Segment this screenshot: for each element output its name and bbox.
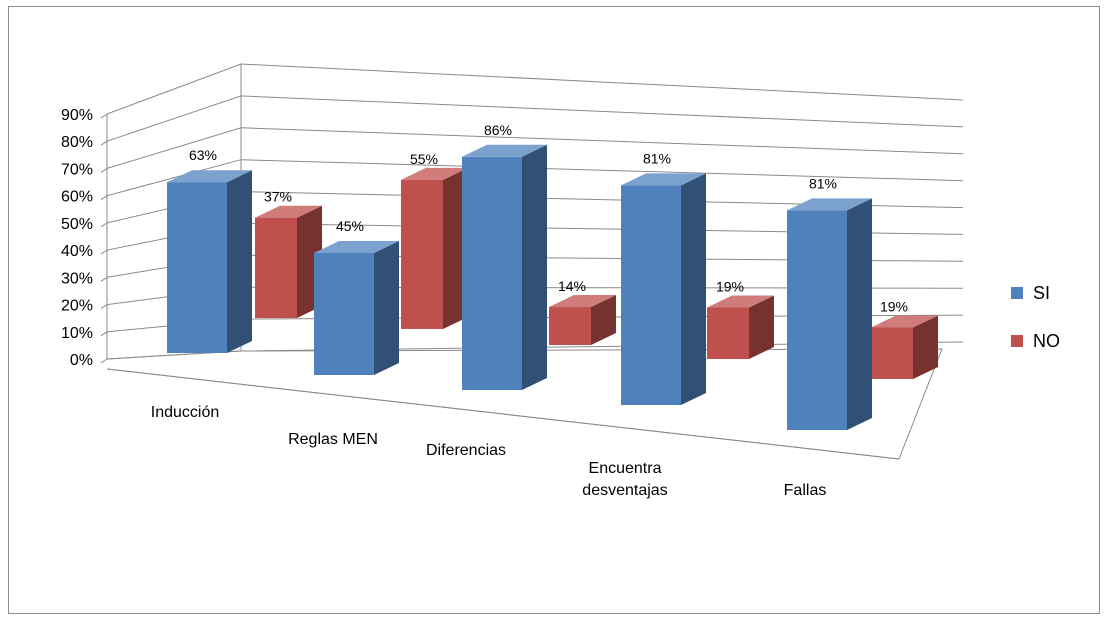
- bar-si-1: [314, 241, 399, 375]
- category-label-4: Fallas: [784, 482, 827, 499]
- data-label-no-0: 37%: [264, 189, 292, 205]
- data-label-no-3: 19%: [716, 278, 744, 294]
- y-tick-label-90: 90%: [61, 107, 93, 124]
- category-label-3-line-1: desventajas: [582, 482, 667, 499]
- bar-si-4-top: [787, 198, 872, 211]
- bar-si-2: [462, 144, 547, 390]
- y-tick-mark-40: [100, 249, 108, 255]
- bar-si-2-front: [462, 156, 522, 390]
- y-tick-label-30: 30%: [61, 270, 93, 287]
- bar-no-1-side: [443, 167, 468, 329]
- gridline-80: [106, 95, 964, 142]
- bar-no-2-top: [549, 295, 616, 307]
- y-tick-mark-70: [100, 168, 108, 173]
- bar-no-1: [401, 167, 468, 329]
- y-tick-label-10: 10%: [61, 325, 93, 342]
- bar-no-4-top: [871, 315, 938, 328]
- y-tick-label-80: 80%: [61, 134, 93, 151]
- bar-no-1-front: [401, 179, 443, 329]
- bar-si-3-front: [621, 185, 681, 405]
- category-label-3: Encuentra desventajas: [582, 460, 667, 499]
- bar-si-0-side: [227, 170, 252, 353]
- bar-no-2-front: [549, 307, 591, 345]
- bar-si-4-front: [787, 210, 847, 430]
- bars-layer: 63% 37% 45% 55% 86% 14% 81% 19% 81% 19%: [167, 122, 938, 430]
- y-tick-mark-50: [100, 222, 108, 228]
- bar-si-3-side: [681, 173, 706, 405]
- y-tick-mark-80: [100, 140, 108, 146]
- bar-si-0-top: [167, 170, 252, 183]
- y-tick-label-70: 70%: [61, 161, 93, 178]
- category-label-4-line-0: Fallas: [784, 482, 827, 499]
- category-label-2: Diferencias: [426, 442, 506, 459]
- category-label-0-line-0: Inducción: [151, 404, 220, 421]
- category-label-1: Reglas MEN: [288, 431, 378, 448]
- category-label-1-line-0: Reglas MEN: [288, 431, 378, 448]
- data-label-si-2: 86%: [484, 122, 512, 138]
- chart-svg: 0% 10% 20% 30% 40% 50% 60% 70% 80% 90% 63% 37% 45% 5…: [61, 63, 1060, 499]
- y-tick-label-60: 60%: [61, 189, 93, 206]
- bar-no-4-front: [871, 327, 913, 379]
- y-tick-mark-90: [100, 113, 108, 119]
- y-tick-label-20: 20%: [61, 298, 93, 315]
- bar-si-4-side: [847, 198, 872, 430]
- data-label-no-4: 19%: [880, 298, 908, 314]
- bar-si-1-top: [314, 241, 399, 253]
- bar-no-1-top: [401, 167, 468, 180]
- bar-no-0-top: [255, 205, 322, 218]
- y-tick-label-40: 40%: [61, 243, 93, 260]
- front-floor-edge: [106, 368, 900, 460]
- bar-no-3-front: [707, 307, 749, 359]
- y-axis-ticks: 0% 10% 20% 30% 40% 50% 60% 70% 80% 90%: [61, 107, 108, 369]
- y-tick-label-50: 50%: [61, 216, 93, 233]
- bar-si-1-side: [374, 241, 399, 375]
- legend: SI NO: [1011, 283, 1060, 351]
- category-label-3-line-0: Encuentra: [589, 460, 662, 477]
- legend-swatch-no: [1011, 335, 1023, 347]
- bar-si-3: [621, 173, 706, 405]
- bar-si-0-front: [167, 182, 227, 353]
- category-label-2-line-0: Diferencias: [426, 442, 506, 459]
- data-label-si-3: 81%: [643, 150, 671, 166]
- chart-frame: 0% 10% 20% 30% 40% 50% 60% 70% 80% 90% 63% 37% 45% 5…: [8, 6, 1100, 614]
- bar-no-0: [255, 205, 322, 318]
- data-label-no-2: 14%: [558, 278, 586, 294]
- bar-si-3-top: [621, 173, 706, 186]
- category-labels: Inducción Reglas MEN Diferencias Encuentra d…: [151, 404, 827, 499]
- bar-si-1-front: [314, 253, 374, 375]
- y-tick-mark-10: [100, 331, 108, 337]
- y-tick-mark-60: [100, 195, 108, 201]
- bar-si-2-top: [462, 144, 547, 157]
- y-tick-label-0: 0%: [70, 352, 93, 369]
- bar-si-4: [787, 198, 872, 430]
- bar-no-4-side: [913, 315, 938, 379]
- bar-no-2-side: [591, 295, 616, 345]
- bar-no-4: [871, 315, 938, 379]
- bar-si-0: [167, 170, 252, 353]
- bar-no-2: [549, 295, 616, 345]
- bar-no-3: [707, 295, 774, 359]
- legend-label-no: NO: [1033, 331, 1060, 351]
- y-tick-mark-30: [100, 276, 108, 282]
- y-tick-mark-20: [100, 304, 108, 309]
- gridline-90: [106, 63, 964, 115]
- bar-no-3-top: [707, 295, 774, 308]
- data-label-si-0: 63%: [189, 147, 217, 163]
- category-label-0: Inducción: [151, 404, 220, 421]
- data-label-si-1: 45%: [336, 218, 364, 234]
- data-label-si-4: 81%: [809, 175, 837, 191]
- data-label-no-1: 55%: [410, 151, 438, 167]
- y-tick-mark-0: [100, 358, 108, 364]
- legend-swatch-si: [1011, 287, 1023, 299]
- legend-label-si: SI: [1033, 283, 1050, 303]
- bar-no-3-side: [749, 295, 774, 359]
- bar-no-0-front: [255, 217, 297, 318]
- bar-si-2-side: [522, 144, 547, 390]
